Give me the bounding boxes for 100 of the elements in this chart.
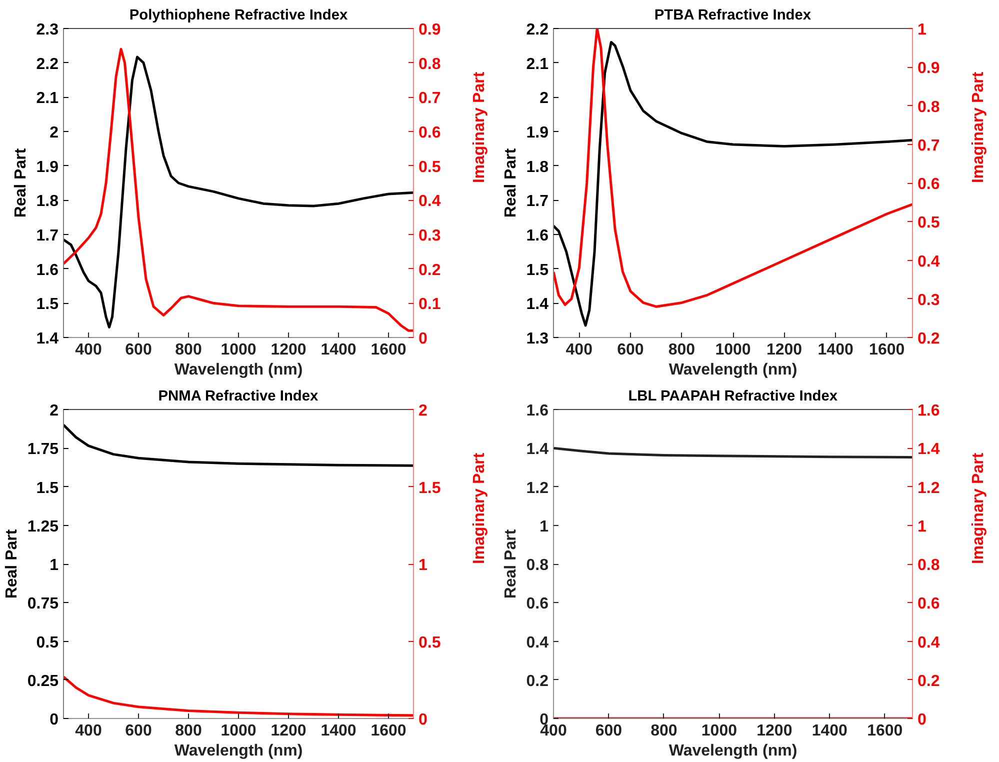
y-tick-label: 1.9 — [526, 124, 549, 142]
y-tick-label: 1.5 — [526, 262, 549, 279]
chart-title: PNMA Refractive Index — [158, 388, 320, 404]
x-tick-label: 600 — [125, 342, 152, 358]
y2-tick-label: 0.5 — [418, 158, 441, 176]
x-tick-label: 1000 — [220, 342, 256, 358]
y-tick-label: 0.6 — [526, 596, 549, 613]
x-tick-label: 1400 — [320, 342, 356, 358]
x-tick-label: 1200 — [756, 722, 792, 740]
y-tick-label: 2 — [50, 124, 59, 142]
y-tick-label: 1.8 — [526, 158, 549, 176]
y2-tick-label: 0.5 — [418, 634, 441, 652]
y2-tick-label: 0.3 — [918, 292, 940, 309]
x-tick-label: 1000 — [715, 342, 751, 358]
y2-tick-label: 1.4 — [918, 441, 940, 458]
y2-tick-label: 0.8 — [918, 98, 940, 116]
x-tick-label: 1400 — [812, 722, 848, 740]
y-tick-label: 1 — [50, 557, 59, 574]
x-tick-label: 400 — [75, 342, 102, 358]
x-tick-label: 1200 — [766, 342, 802, 358]
y2-tick-label: 0.4 — [918, 634, 940, 652]
y2-tick-label: 0 — [918, 712, 926, 728]
y-tick-label: 1.7 — [36, 228, 59, 244]
y-tick-label: 0.4 — [526, 634, 549, 652]
y2-tick-label: 0.3 — [418, 228, 441, 244]
y2-tick-label: 0.6 — [418, 124, 441, 142]
y2-tick-label: 1.5 — [418, 480, 441, 497]
y2-tick-label: 0.5 — [918, 214, 940, 232]
y2-tick-label: 1 — [418, 557, 428, 574]
x-axis-title: Wavelength (nm) — [668, 362, 798, 378]
y2-tick-label: 0.7 — [918, 137, 940, 154]
y-tick-label: 1.25 — [27, 518, 59, 536]
y-tick-label: 1 — [540, 518, 549, 536]
y-axis-title: Real Part — [3, 528, 20, 599]
y-tick-label: 1.4 — [36, 330, 59, 348]
y2-tick-label: 0.2 — [918, 330, 940, 348]
x-tick-label: 600 — [595, 722, 622, 740]
y-tick-label: 1.4 — [526, 296, 549, 314]
y-tick-label: 0.75 — [27, 596, 59, 613]
y2-tick-label: 0.4 — [918, 253, 940, 270]
y2-tick-label: 0.7 — [418, 90, 441, 108]
y-tick-label: 1.3 — [526, 330, 549, 348]
y-tick-label: 2.2 — [36, 56, 59, 73]
y-tick-label: 1.75 — [27, 441, 59, 458]
y-axis-title: Real Part — [502, 148, 520, 218]
x-tick-label: 1200 — [270, 342, 306, 358]
y-tick-label: 1.6 — [526, 228, 549, 244]
x-tick-label: 1600 — [370, 722, 406, 740]
y2-tick-label: 0.6 — [918, 176, 940, 193]
x-tick-label: 1600 — [370, 342, 406, 358]
y2-tick-label: 0 — [418, 712, 428, 728]
y2-tick-label: 1.6 — [918, 402, 940, 420]
y-tick-label: 0 — [50, 712, 59, 728]
y2-tick-label: 0 — [418, 330, 428, 348]
y2-tick-label: 0.2 — [918, 672, 940, 690]
y-tick-label: 1.8 — [36, 193, 59, 210]
y2-tick-label: 0.8 — [918, 557, 940, 574]
y-tick-label: 0.2 — [526, 672, 549, 690]
y-tick-label: 1.9 — [36, 158, 59, 176]
y2-tick-label: 0.9 — [918, 60, 940, 78]
y-tick-label: 0.25 — [27, 672, 59, 690]
chart-title: Polythiophene Refractive Index — [129, 8, 348, 24]
x-tick-label: 1400 — [818, 342, 854, 358]
y-tick-label: 2 — [50, 402, 59, 420]
x-tick-label: 800 — [650, 722, 678, 740]
y2-tick-label: 1.2 — [918, 480, 940, 497]
y2-axis-title: Imaginary Part — [471, 71, 488, 183]
y2-tick-label: 0.4 — [418, 193, 441, 210]
y-tick-label: 1.2 — [526, 480, 549, 497]
y-tick-label: 0.5 — [36, 634, 59, 652]
y-tick-label: 1.4 — [526, 441, 549, 458]
y2-tick-label: 1 — [918, 518, 926, 536]
x-tick-label: 400 — [75, 722, 102, 740]
y-tick-label: 1.7 — [526, 193, 549, 210]
x-tick-label: 1600 — [867, 722, 903, 740]
y-tick-label: 2.1 — [526, 56, 549, 73]
y2-tick-label: 0.8 — [418, 56, 441, 73]
y-tick-label: 1.5 — [36, 296, 59, 314]
chart-title: PTBA Refractive Index — [654, 8, 812, 24]
x-tick-label: 600 — [125, 722, 152, 740]
x-axis-title: Wavelength (nm) — [174, 362, 303, 378]
x-tick-label: 800 — [668, 342, 696, 358]
x-tick-label: 600 — [617, 342, 644, 358]
y-axis-title: Real Part — [502, 528, 520, 599]
y2-tick-label: 0.6 — [918, 596, 940, 613]
x-tick-label: 800 — [175, 342, 202, 358]
x-tick-label: 1600 — [869, 342, 905, 358]
y2-tick-label: 2 — [418, 402, 428, 420]
x-tick-label: 800 — [175, 722, 202, 740]
y2-tick-label: 0.1 — [418, 296, 441, 314]
x-tick-label: 1000 — [701, 722, 738, 740]
x-tick-label: 1200 — [270, 722, 306, 740]
x-tick-label: 1000 — [220, 722, 256, 740]
y-tick-label: 1.5 — [36, 480, 59, 497]
y-tick-label: 1.6 — [526, 402, 549, 420]
x-tick-label: 1400 — [320, 722, 356, 740]
y2-tick-label: 1 — [918, 22, 926, 38]
y-tick-label: 2.3 — [36, 22, 59, 38]
y2-axis-title: Imaginary Part — [471, 452, 488, 564]
y-axis-title: Real Part — [12, 148, 30, 218]
